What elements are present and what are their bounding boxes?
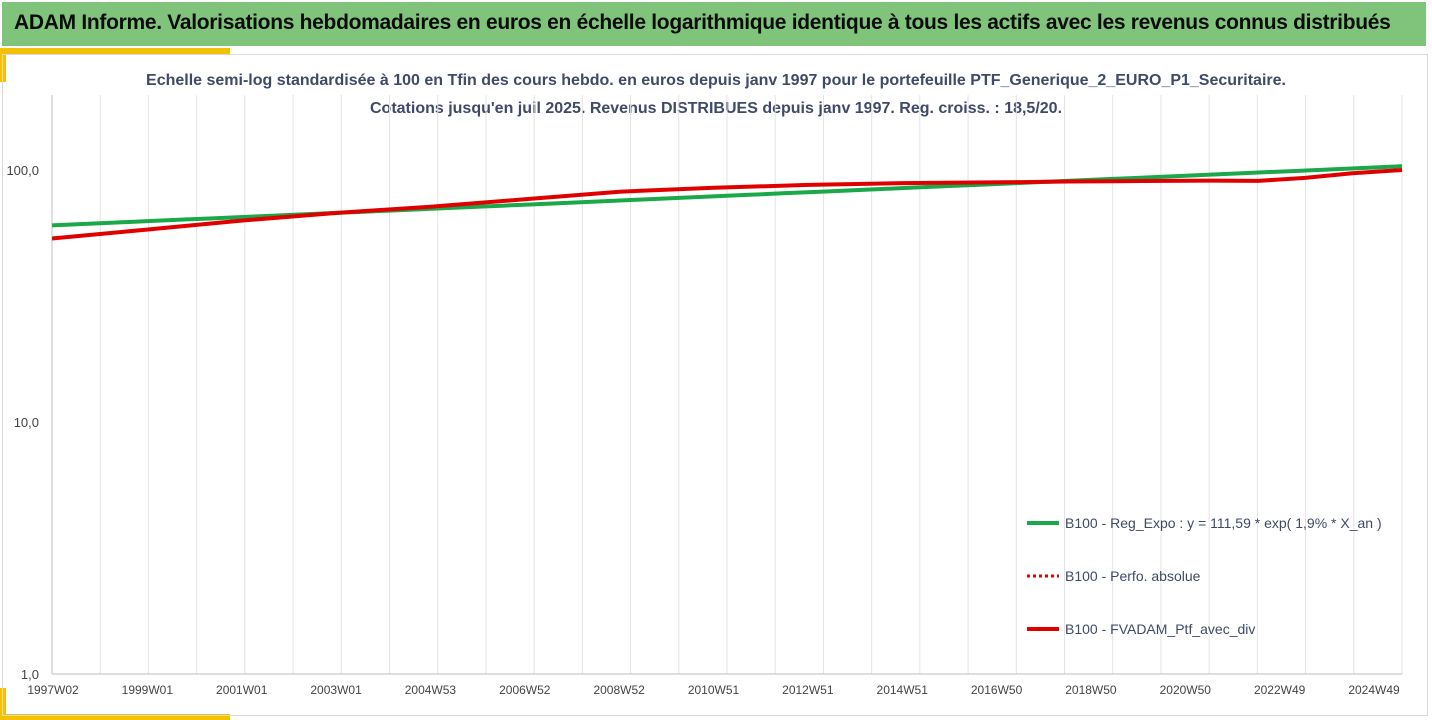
- x-tick-label: 2008W52: [593, 683, 645, 697]
- x-tick-label: 2022W49: [1254, 683, 1306, 697]
- header-banner: ADAM Informe. Valorisations hebdomadaire…: [0, 0, 1428, 48]
- series-line-0: [51, 164, 1403, 228]
- series-line-2: [51, 168, 1403, 241]
- chart-title-line1: Echelle semi-log standardisée à 100 en T…: [146, 72, 1286, 89]
- accent-bar-bottom: [0, 714, 230, 720]
- x-tick-label: 2018W50: [1065, 683, 1117, 697]
- x-tick-label: 2012W51: [782, 683, 834, 697]
- header-title: ADAM Informe. Valorisations hebdomadaire…: [14, 11, 1391, 34]
- y-tick-label: 1,0: [21, 667, 39, 682]
- x-tick-label: 1999W01: [122, 683, 174, 697]
- x-tick-label: 2024W49: [1348, 683, 1400, 697]
- x-tick-label: 2001W01: [216, 683, 268, 697]
- x-tick-label: 2014W51: [877, 683, 929, 697]
- x-tick-label: 2020W50: [1160, 683, 1212, 697]
- y-tick-label: 10,0: [14, 415, 39, 430]
- accent-bar-left: [0, 48, 6, 82]
- accent-bar-top: [0, 48, 230, 54]
- legend-label-1: B100 - Perfo. absolue: [1065, 568, 1201, 584]
- x-tick-label: 2006W52: [499, 683, 551, 697]
- legend-label-2: B100 - FVADAM_Ptf_avec_div: [1065, 621, 1255, 637]
- chart-title-line2: Cotations jusqu'en juil 2025. Revenus DI…: [369, 100, 1063, 117]
- x-tick-label: 2003W01: [310, 683, 362, 697]
- x-tick-label: 2010W51: [688, 683, 740, 697]
- x-tick-label: 2004W53: [405, 683, 457, 697]
- accent-bar-left-bottom: [0, 688, 6, 720]
- legend-label-0: B100 - Reg_Expo : y = 111,59 * exp( 1,9%…: [1065, 515, 1382, 531]
- x-tick-label: 2016W50: [971, 683, 1023, 697]
- chart-frame: [2, 54, 1428, 716]
- y-tick-label: 100,0: [6, 163, 39, 178]
- x-tick-label: 1997W02: [27, 683, 79, 697]
